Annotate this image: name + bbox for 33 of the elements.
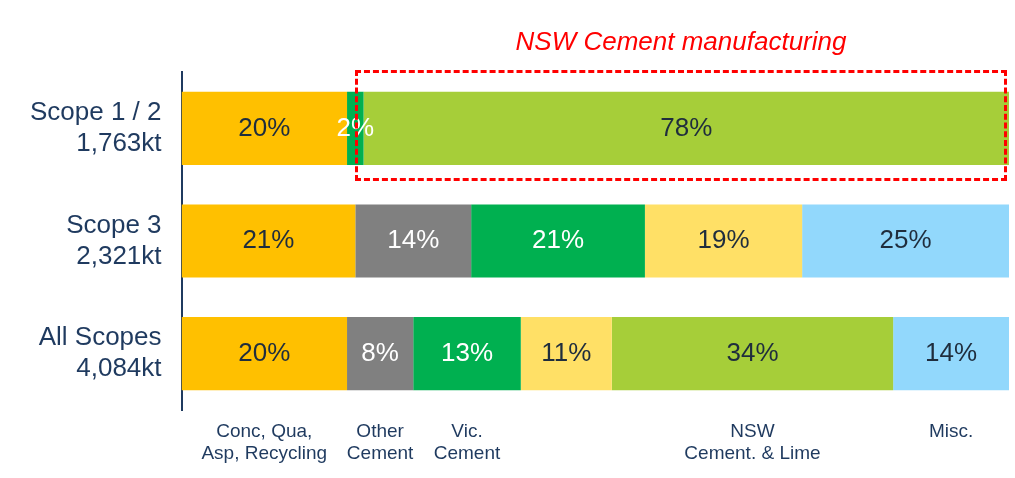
data-label: 25% — [879, 224, 932, 255]
data-label: 11% — [541, 336, 592, 367]
series-label: NSW Cement. & Lime — [684, 420, 821, 464]
data-label: 13% — [440, 336, 494, 367]
series-label: Other Cement — [346, 420, 414, 464]
data-label: 21% — [532, 224, 585, 255]
data-label: 8% — [361, 336, 399, 367]
series-label: Vic. Cement — [433, 420, 501, 464]
data-label: 78% — [660, 111, 713, 142]
y-tick-label: All Scopes 4,084kt — [38, 321, 163, 383]
series-label: Conc, Qua, Asp, Recycling — [201, 420, 328, 464]
bar — [893, 317, 1009, 391]
data-label: 21% — [242, 224, 295, 255]
bar — [413, 317, 521, 391]
bar — [802, 204, 1009, 278]
text: NSW Cement manufacturing — [515, 25, 847, 57]
data-label: 14% — [387, 224, 440, 255]
data-label: 20% — [238, 336, 291, 367]
bar — [181, 204, 356, 278]
bar — [347, 317, 414, 391]
y-tick-label: Scope 1 / 2 1,763kt — [29, 95, 163, 158]
bar — [355, 204, 472, 278]
bar — [644, 204, 803, 278]
data-label: 20% — [238, 111, 291, 142]
data-label: 34% — [726, 336, 779, 367]
bar — [520, 317, 612, 391]
bar — [181, 317, 348, 391]
bar — [611, 317, 894, 391]
data-label: 19% — [697, 224, 750, 255]
series-label: Misc. — [928, 420, 974, 442]
data-label: 14% — [925, 336, 978, 367]
y-tick-label: Scope 3 2,321kt — [66, 208, 163, 270]
bar — [471, 204, 645, 278]
